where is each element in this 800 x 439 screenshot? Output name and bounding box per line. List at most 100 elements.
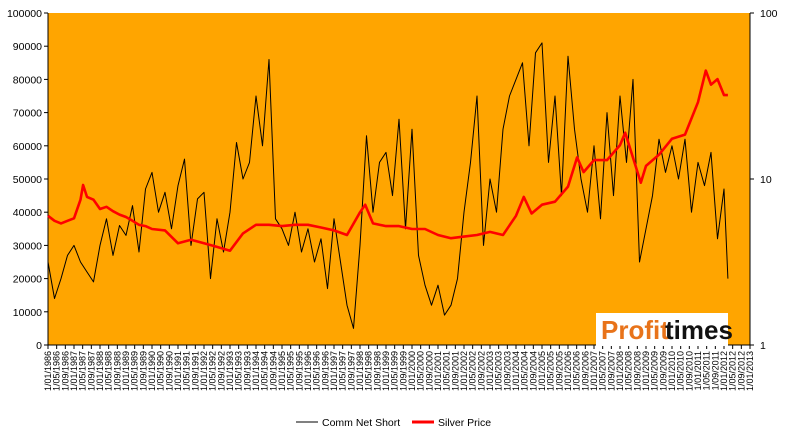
watermark-logo: Profit times xyxy=(596,313,733,346)
x-tick-label: 1/05/2012 xyxy=(728,351,738,391)
x-tick-label: 1/09/1995 xyxy=(294,351,304,391)
x-tick-label: 1/09/1988 xyxy=(112,351,122,391)
x-tick-label: 1/09/1999 xyxy=(398,351,408,391)
x-tick-label: 1/05/2005 xyxy=(546,351,556,391)
plot-area xyxy=(48,13,750,345)
x-tick-label: 1/05/1992 xyxy=(208,351,218,391)
y-left-tick-label: 70000 xyxy=(13,108,42,120)
x-tick-label: 1/05/2006 xyxy=(572,351,582,391)
x-axis: 1/01/19861/05/19861/09/19861/01/19871/05… xyxy=(43,344,755,391)
x-tick-label: 1/09/1986 xyxy=(60,351,70,391)
logo-times-text: times xyxy=(665,315,733,345)
x-tick-label: 1/01/1999 xyxy=(381,351,391,391)
x-tick-label: 1/01/1988 xyxy=(95,351,105,391)
y-right-tick-label: 10 xyxy=(760,174,772,186)
x-tick-label: 1/01/2011 xyxy=(693,351,703,390)
x-tick-label: 1/01/2007 xyxy=(589,351,599,391)
y-left-tick-label: 0 xyxy=(36,340,42,352)
x-tick-label: 1/09/1987 xyxy=(86,351,96,391)
x-tick-label: 1/09/2002 xyxy=(476,351,486,391)
y-right-axis: 1 10 100 xyxy=(749,8,778,352)
x-tick-label: 1/05/1986 xyxy=(52,351,62,391)
x-tick-label: 1/09/1994 xyxy=(268,351,278,391)
x-tick-label: 1/01/1987 xyxy=(69,351,79,391)
x-tick-label: 1/09/1998 xyxy=(372,351,382,391)
x-tick-label: 1/05/2009 xyxy=(650,351,660,391)
x-tick-label: 1/01/1992 xyxy=(199,351,209,391)
x-tick-label: 1/09/1989 xyxy=(138,351,148,391)
x-tick-label: 1/09/2006 xyxy=(580,351,590,391)
x-tick-label: 1/05/2002 xyxy=(468,351,478,391)
x-tick-label: 1/01/2013 xyxy=(745,351,755,391)
x-tick-label: 1/09/1993 xyxy=(242,351,252,391)
x-tick-label: 1/01/1986 xyxy=(43,351,53,391)
x-tick-label: 1/05/2001 xyxy=(442,351,452,391)
x-tick-label: 1/01/1998 xyxy=(355,351,365,391)
x-tick-label: 1/09/2004 xyxy=(528,351,538,391)
y-left-axis: 0 10000 20000 30000 40000 50000 60000 70000 8000… xyxy=(7,8,49,352)
x-tick-label: 1/01/1995 xyxy=(277,351,287,391)
y-left-tick-label: 60000 xyxy=(13,141,42,153)
x-tick-label: 1/05/2000 xyxy=(416,351,426,391)
x-tick-label: 1/09/2012 xyxy=(736,351,746,391)
x-tick-label: 1/05/2008 xyxy=(624,351,634,391)
x-tick-label: 1/09/2009 xyxy=(658,351,668,391)
y-left-tick-label: 50000 xyxy=(13,174,42,186)
y-left-tick-label: 20000 xyxy=(13,274,42,286)
logo-box xyxy=(596,313,728,346)
logo-profit-text: Profit xyxy=(601,315,669,345)
y-left-tick-label: 100000 xyxy=(7,8,42,20)
series-line-silver-price xyxy=(47,69,728,252)
x-tick-label: 1/05/2011 xyxy=(702,351,712,390)
x-tick-label: 1/09/2000 xyxy=(424,351,434,391)
x-tick-label: 1/09/2007 xyxy=(606,351,616,391)
y-left-tick-label: 80000 xyxy=(13,74,42,86)
x-tick-label: 1/01/1990 xyxy=(147,351,157,391)
x-tick-label: 1/05/1991 xyxy=(182,351,192,391)
x-tick-label: 1/09/1997 xyxy=(346,351,356,391)
x-tick-label: 1/01/2010 xyxy=(667,351,677,391)
x-tick-label: 1/09/2003 xyxy=(502,351,512,391)
x-tick-label: 1/05/1999 xyxy=(390,351,400,391)
y-left-tick-label: 10000 xyxy=(13,307,42,319)
y-left-tick-label: 30000 xyxy=(13,240,42,252)
x-tick-label: 1/01/2002 xyxy=(459,351,469,391)
x-tick-label: 1/05/1997 xyxy=(338,351,348,391)
x-tick-label: 1/09/1996 xyxy=(320,351,330,391)
x-tick-label: 1/01/2001 xyxy=(433,351,443,391)
x-tick-label: 1/01/2008 xyxy=(615,351,625,391)
x-tick-label: 1/05/1987 xyxy=(78,351,88,391)
y-left-tick-label: 40000 xyxy=(13,207,42,219)
x-tick-label: 1/05/2007 xyxy=(598,351,608,391)
x-tick-label: 1/01/1991 xyxy=(173,351,183,391)
legend-label-comm-net-short: Comm Net Short xyxy=(322,417,400,429)
x-tick-label: 1/05/1994 xyxy=(260,351,270,391)
x-tick-label: 1/01/1989 xyxy=(121,351,131,391)
legend-label-silver-price: Silver Price xyxy=(438,417,491,429)
x-tick-label: 1/09/1992 xyxy=(216,351,226,391)
x-tick-label: 1/09/1990 xyxy=(164,351,174,391)
x-tick-label: 1/05/1989 xyxy=(130,351,140,391)
x-tick-label: 1/05/2010 xyxy=(676,351,686,391)
x-tick-label: 1/01/2012 xyxy=(719,351,729,391)
x-tick-label: 1/09/1991 xyxy=(190,351,200,391)
legend: Comm Net Short Silver Price xyxy=(296,417,491,429)
y-left-tick-label: 90000 xyxy=(13,41,42,53)
x-tick-label: 1/01/2009 xyxy=(641,351,651,391)
series-line-comm-net-short xyxy=(47,42,729,329)
x-tick-label: 1/05/1996 xyxy=(312,351,322,391)
x-tick-label: 1/05/1998 xyxy=(364,351,374,391)
x-tick-label: 1/01/1993 xyxy=(225,351,235,391)
x-tick-label: 1/01/1997 xyxy=(329,351,339,391)
x-tick-label: 1/01/2005 xyxy=(537,351,547,391)
x-tick-label: 1/05/1995 xyxy=(286,351,296,391)
y-right-tick-label: 100 xyxy=(760,8,778,20)
x-tick-label: 1/05/1990 xyxy=(156,351,166,391)
x-tick-label: 1/09/2001 xyxy=(450,351,460,391)
x-tick-label: 1/05/2004 xyxy=(520,351,530,391)
series-layer xyxy=(47,42,729,329)
x-tick-label: 1/01/2003 xyxy=(485,351,495,391)
x-tick-label: 1/01/2006 xyxy=(563,351,573,391)
x-tick-label: 1/05/1988 xyxy=(104,351,114,391)
